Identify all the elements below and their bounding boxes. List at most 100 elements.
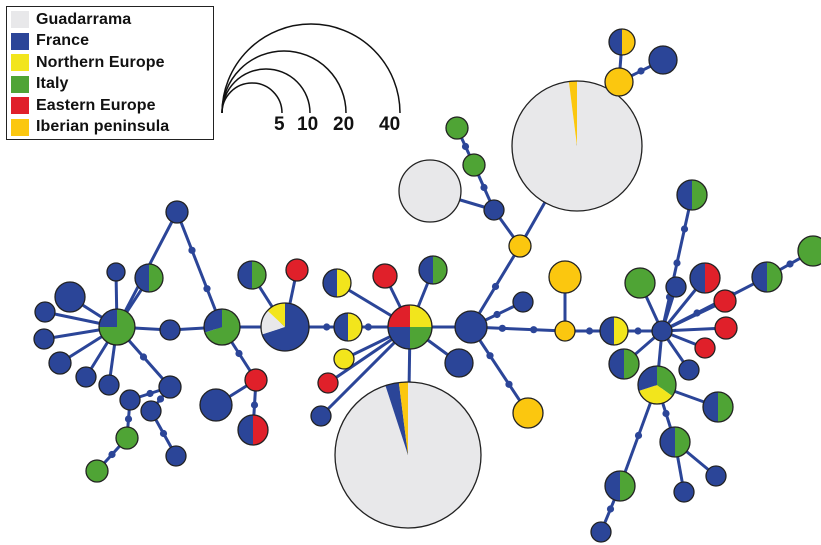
node-outline bbox=[659, 426, 691, 458]
scale-label-10: 10 bbox=[297, 114, 318, 135]
haplotype-node bbox=[511, 80, 643, 212]
node-slice bbox=[445, 349, 473, 377]
node-outline bbox=[599, 316, 629, 346]
mutation-step-dot bbox=[461, 142, 470, 151]
node-outline bbox=[334, 381, 482, 529]
node-slice bbox=[149, 264, 163, 292]
node-slice bbox=[568, 81, 577, 146]
haplotype-node bbox=[237, 414, 269, 446]
haplotype-node bbox=[75, 366, 97, 388]
node-slice bbox=[463, 154, 485, 176]
haplotype-node bbox=[158, 375, 182, 399]
node-outline bbox=[651, 320, 673, 342]
haplotype-node bbox=[648, 45, 678, 75]
haplotype-node bbox=[689, 262, 721, 294]
haplotype-node bbox=[333, 312, 363, 342]
node-slice bbox=[200, 389, 232, 421]
haplotype-node bbox=[85, 459, 109, 483]
haplotype-node bbox=[445, 116, 469, 140]
haplotype-node bbox=[590, 521, 612, 543]
haplotype-node bbox=[713, 289, 737, 313]
node-slice bbox=[107, 263, 125, 281]
node-outline bbox=[673, 481, 695, 503]
node-outline bbox=[134, 263, 164, 293]
node-outline bbox=[159, 319, 181, 341]
node-slice bbox=[752, 262, 767, 292]
node-slice bbox=[262, 303, 309, 351]
node-slice bbox=[203, 309, 222, 333]
scale-arc-10 bbox=[221, 68, 311, 114]
node-slice bbox=[135, 264, 149, 292]
node-slice bbox=[638, 385, 673, 404]
node-outline bbox=[418, 255, 448, 285]
mutation-steps bbox=[108, 67, 794, 513]
node-slice bbox=[159, 376, 181, 398]
node-outline bbox=[713, 289, 737, 313]
mutation-step-dot bbox=[250, 401, 259, 409]
legend-label: Northern Europe bbox=[36, 53, 165, 71]
legend-item-france: France bbox=[11, 31, 213, 53]
mutation-step-dot bbox=[634, 327, 642, 335]
node-outline bbox=[648, 45, 678, 75]
node-slice bbox=[718, 392, 733, 422]
node-slice bbox=[419, 256, 433, 284]
node-outline bbox=[75, 366, 97, 388]
haplotype-node bbox=[322, 268, 352, 298]
haplotype-node bbox=[512, 397, 544, 429]
mutation-step-dot bbox=[693, 309, 701, 317]
haplotype-node bbox=[387, 304, 433, 350]
node-slice bbox=[348, 313, 362, 341]
node-slice bbox=[160, 320, 180, 340]
haplotype-node bbox=[165, 445, 187, 467]
haplotype-node bbox=[398, 159, 462, 223]
haplotype-node bbox=[199, 388, 233, 422]
node-slice bbox=[410, 305, 432, 327]
node-slice bbox=[555, 321, 575, 341]
legend-swatch bbox=[11, 54, 29, 72]
haplotype-node bbox=[237, 260, 267, 290]
node-outline bbox=[590, 521, 612, 543]
haplotype-nodes bbox=[33, 28, 821, 543]
node-slice bbox=[116, 427, 138, 449]
node-slice bbox=[373, 264, 397, 288]
haplotype-node bbox=[54, 281, 86, 313]
legend-item-northern-europe: Northern Europe bbox=[11, 52, 213, 74]
node-outline bbox=[689, 262, 721, 294]
node-outline bbox=[702, 391, 734, 423]
node-outline bbox=[548, 260, 582, 294]
node-outline bbox=[85, 459, 109, 483]
mutation-step-dot bbox=[634, 431, 643, 440]
node-slice bbox=[657, 366, 677, 397]
node-slice bbox=[334, 349, 354, 369]
haplotype-node bbox=[676, 179, 708, 211]
node-outline bbox=[333, 348, 355, 370]
node-outline bbox=[165, 200, 189, 224]
node-slice bbox=[446, 117, 468, 139]
node-slice bbox=[614, 317, 628, 345]
mutation-step-dot bbox=[585, 327, 594, 335]
mutation-step-dot bbox=[364, 323, 372, 331]
mutation-step-dot bbox=[480, 183, 488, 192]
node-slice bbox=[323, 269, 337, 297]
node-slice bbox=[690, 263, 705, 293]
node-slice bbox=[166, 446, 186, 466]
node-outline bbox=[454, 310, 488, 344]
legend: Guadarrama France Northern Europe Italy … bbox=[6, 6, 214, 140]
node-outline bbox=[387, 304, 433, 350]
haplotype-node bbox=[444, 348, 474, 378]
node-slice bbox=[620, 471, 635, 501]
node-slice bbox=[410, 327, 432, 349]
node-outline bbox=[444, 348, 474, 378]
haplotype-node bbox=[604, 67, 634, 97]
node-outline bbox=[694, 337, 716, 359]
node-slice bbox=[34, 329, 54, 349]
haplotype-node bbox=[333, 348, 355, 370]
node-slice bbox=[49, 352, 71, 374]
node-slice bbox=[35, 302, 55, 322]
haplotype-node bbox=[119, 389, 141, 411]
node-slice bbox=[605, 68, 633, 96]
haplotype-node bbox=[140, 400, 162, 422]
legend-swatch bbox=[11, 118, 29, 136]
legend-label: Iberian peninsula bbox=[36, 118, 170, 136]
